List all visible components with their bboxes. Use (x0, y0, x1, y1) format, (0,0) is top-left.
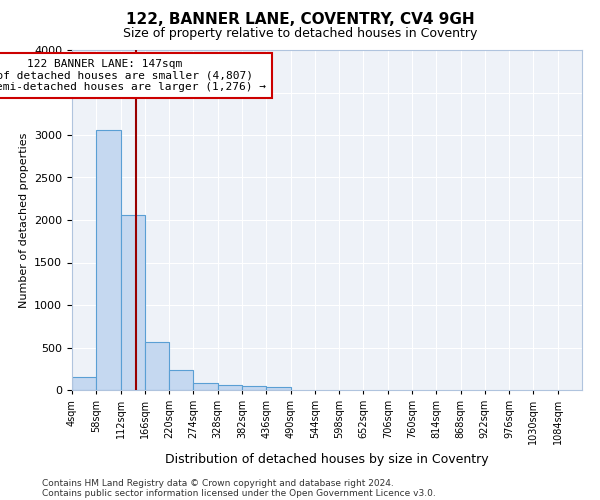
Bar (242, 386, 266, 390)
Bar (121, 215, 145, 390)
Bar (145, 342, 169, 390)
Text: Size of property relative to detached houses in Coventry: Size of property relative to detached ho… (123, 28, 477, 40)
Bar (169, 370, 193, 390)
Bar (266, 388, 290, 390)
X-axis label: Distribution of detached houses by size in Coventry: Distribution of detached houses by size … (165, 452, 489, 466)
Text: 122, BANNER LANE, COVENTRY, CV4 9GH: 122, BANNER LANE, COVENTRY, CV4 9GH (125, 12, 475, 28)
Bar (72, 378, 96, 390)
Bar (193, 383, 218, 390)
Text: 122 BANNER LANE: 147sqm
← 79% of detached houses are smaller (4,807)
21% of semi: 122 BANNER LANE: 147sqm ← 79% of detache… (0, 59, 266, 92)
Y-axis label: Number of detached properties: Number of detached properties (19, 132, 29, 308)
Bar (218, 386, 242, 390)
Text: Contains HM Land Registry data © Crown copyright and database right 2024.: Contains HM Land Registry data © Crown c… (42, 478, 394, 488)
Text: Contains public sector information licensed under the Open Government Licence v3: Contains public sector information licen… (42, 488, 436, 498)
Bar (96, 130, 121, 390)
